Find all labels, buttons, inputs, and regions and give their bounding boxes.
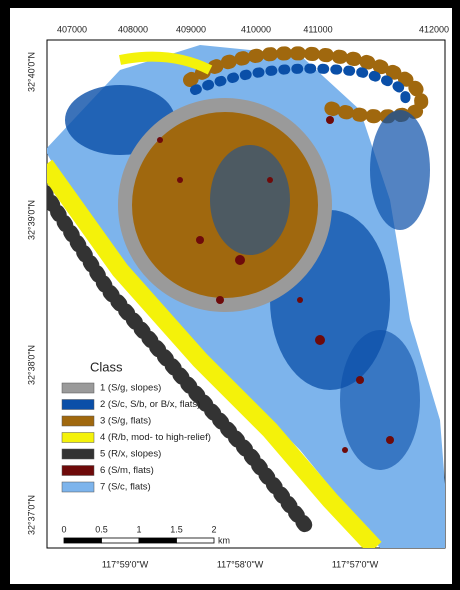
scale-bar-label: 0.5 [95,524,108,534]
class-2-patch [210,145,290,255]
bottom-axis-label: 117°57'0"W [332,559,379,569]
legend-title: Class [90,359,123,374]
scale-bar-label: 2 [211,524,216,534]
legend-swatch [62,466,94,476]
top-axis-label: 409000 [176,24,206,34]
bottom-axis-label: 117°59'0"W [102,559,149,569]
legend-label: 7 (S/c, flats) [100,482,151,493]
top-axis-label: 408000 [118,24,148,34]
left-axis-label: 32°37'0"N [26,495,36,535]
class-2-patch [340,330,420,470]
scale-bar-label: 0 [61,524,66,534]
scale-bar-unit: km [218,535,230,545]
legend-swatch [62,449,94,459]
scale-bar-segment [102,538,140,543]
top-axis-label: 407000 [57,24,87,34]
left-axis-label: 32°40'0"N [26,52,36,92]
top-axis-label: 410000 [241,24,271,34]
legend-label: 6 (S/m, flats) [100,465,154,476]
legend-label: 3 (S/g, flats) [100,416,151,427]
legend-swatch [62,383,94,393]
legend-label: 1 (S/g, slopes) [100,383,161,394]
legend-label: 2 (S/c, S/b, or B/x, flats) [100,399,200,410]
left-axis-label: 32°39'0"N [26,200,36,240]
left-axis-label: 32°38'0"N [26,345,36,385]
scale-bar-segment [64,538,102,543]
top-axis-label: 411000 [303,24,332,34]
legend-swatch [62,433,94,443]
legend-label: 5 (R/x, slopes) [100,449,161,460]
scale-bar-label: 1.5 [170,524,183,534]
map-figure: 407000 408000 409000 410000 411000 412000 32°4… [0,0,460,590]
scale-bar-label: 1 [136,524,141,534]
legend-swatch [62,482,94,492]
scale-bar-segment [139,538,177,543]
top-axis-label: 412000 [419,24,449,34]
legend-label: 4 (R/b, mod- to high-relief) [100,432,211,443]
bottom-axis-label: 117°58'0"W [217,559,264,569]
legend-swatch [62,416,94,426]
class-2-patch [370,110,430,230]
legend-swatch [62,400,94,410]
scale-bar-segment [177,538,215,543]
